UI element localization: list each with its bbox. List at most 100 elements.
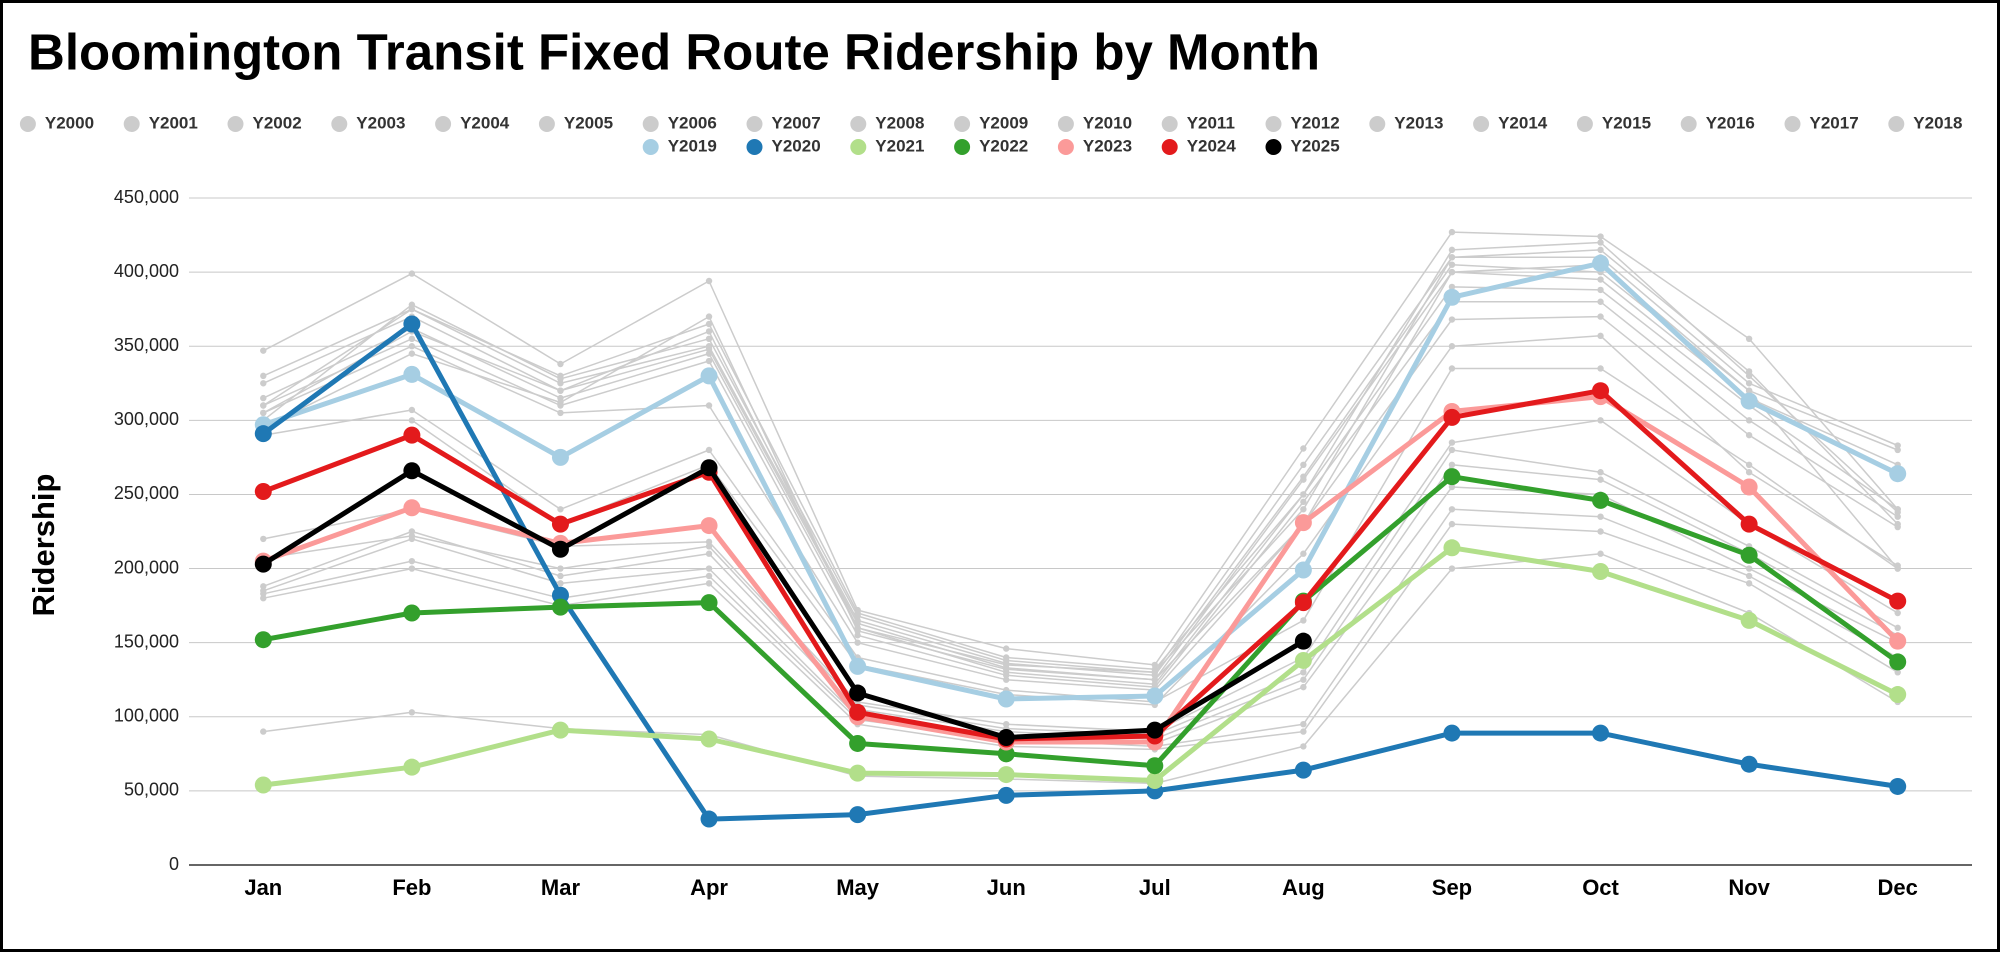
legend-marker — [331, 116, 348, 132]
data-point — [403, 499, 421, 517]
legend-label: Y2013 — [1394, 113, 1443, 132]
y-tick-label: 300,000 — [114, 409, 179, 429]
y-tick-label: 200,000 — [114, 557, 179, 577]
data-point — [1745, 368, 1753, 375]
data-point — [557, 399, 564, 406]
data-point — [1003, 720, 1010, 728]
data-point — [854, 639, 861, 646]
data-point — [1146, 757, 1164, 775]
legend-marker — [1161, 139, 1178, 155]
data-point — [1894, 669, 1901, 676]
data-point — [1448, 520, 1456, 528]
data-point — [849, 703, 867, 721]
data-point — [557, 360, 564, 368]
data-point — [408, 343, 416, 350]
legend-marker — [1265, 139, 1282, 155]
data-point — [1740, 611, 1758, 629]
data-point — [705, 550, 713, 557]
data-point — [557, 572, 564, 580]
data-point — [260, 394, 267, 402]
legend-marker — [227, 116, 244, 132]
data-point — [1745, 417, 1753, 424]
data-point — [1448, 268, 1456, 276]
data-point — [1294, 761, 1312, 779]
data-point — [854, 632, 861, 639]
data-point — [408, 709, 416, 716]
data-point — [1448, 483, 1456, 491]
series-line — [262, 388, 1899, 742]
x-tick-label: Apr — [690, 875, 728, 900]
legend-label: Y2002 — [253, 113, 302, 132]
legend-marker — [1369, 116, 1386, 132]
chart-title: Bloomington Transit Fixed Route Ridershi… — [28, 23, 1320, 80]
data-point — [1745, 580, 1753, 587]
data-point — [705, 402, 713, 409]
data-point — [408, 417, 416, 424]
series-line — [261, 465, 1305, 740]
data-point — [705, 277, 713, 285]
legend-label: Y2005 — [564, 113, 613, 132]
legend-label: Y2017 — [1810, 113, 1859, 132]
legend-marker — [1161, 116, 1178, 132]
data-point — [1294, 514, 1312, 532]
data-point — [1448, 261, 1456, 268]
data-point — [557, 506, 564, 513]
x-tick-label: Nov — [1728, 875, 1770, 900]
data-point — [705, 565, 713, 572]
data-point — [1443, 288, 1461, 306]
data-point — [557, 387, 564, 394]
data-point — [997, 729, 1015, 747]
data-point — [1745, 387, 1753, 394]
data-point — [854, 609, 861, 617]
data-point — [1146, 721, 1164, 739]
series-line — [262, 249, 1899, 674]
series-line — [262, 241, 1899, 671]
data-point — [1003, 654, 1010, 661]
data-point — [1745, 469, 1753, 476]
data-point — [403, 604, 421, 622]
legend-label: Y2009 — [979, 113, 1028, 132]
series-line — [262, 231, 1899, 666]
data-point — [705, 580, 713, 587]
data-point — [849, 734, 867, 752]
data-point — [1300, 728, 1307, 735]
legend-marker — [850, 116, 867, 132]
data-point — [1448, 565, 1456, 572]
legend-label: Y2008 — [875, 113, 924, 132]
data-point — [705, 343, 713, 350]
y-tick-label: 400,000 — [114, 261, 179, 281]
x-tick-label: Aug — [1282, 875, 1325, 900]
data-point — [849, 764, 867, 782]
x-tick-label: Mar — [541, 875, 581, 900]
data-point — [997, 786, 1015, 804]
data-point — [408, 557, 416, 565]
data-point — [254, 425, 272, 443]
data-point — [1894, 446, 1901, 454]
x-tick-label: May — [836, 875, 880, 900]
data-point — [1745, 372, 1753, 380]
legend-label: Y2023 — [1083, 136, 1132, 155]
y-tick-label: 450,000 — [114, 187, 179, 207]
data-point — [997, 690, 1015, 708]
legend-marker — [746, 139, 763, 155]
legend-label: Y2004 — [460, 113, 510, 132]
data-point — [1597, 365, 1604, 372]
data-point — [1151, 669, 1158, 676]
data-point — [551, 448, 569, 466]
legend-marker — [1473, 116, 1490, 132]
data-point — [1592, 382, 1610, 400]
legend-marker — [1057, 139, 1074, 155]
y-tick-label: 50,000 — [124, 780, 179, 800]
data-point — [1448, 365, 1456, 372]
legend-label: Y2015 — [1602, 113, 1651, 132]
legend-marker — [1576, 116, 1593, 132]
series-line — [261, 321, 1899, 822]
legend-marker — [538, 116, 555, 132]
x-tick-label: Sep — [1432, 875, 1472, 900]
data-point — [403, 758, 421, 776]
data-point — [557, 580, 564, 587]
series-line — [262, 474, 1900, 769]
legend-label: Y2006 — [668, 113, 717, 132]
data-point — [408, 301, 416, 308]
legend-label: Y2014 — [1498, 113, 1548, 132]
